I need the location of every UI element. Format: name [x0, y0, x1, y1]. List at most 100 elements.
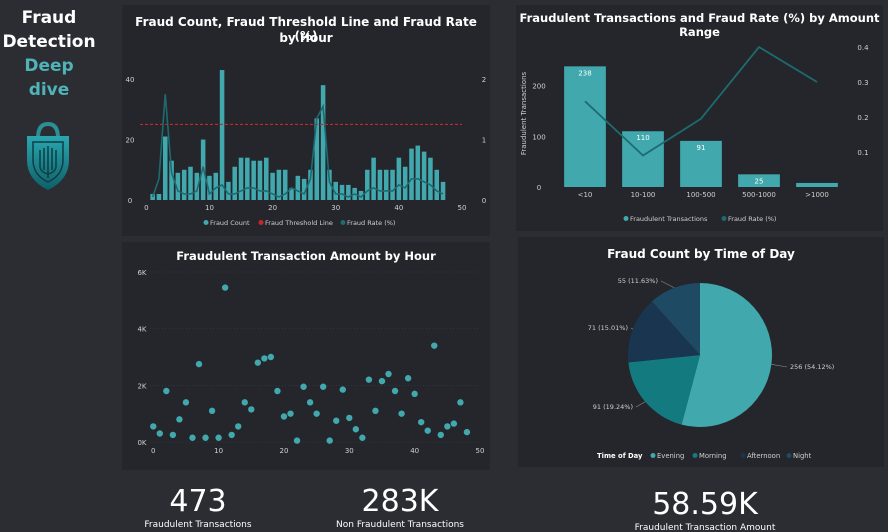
scatter-point [391, 387, 399, 395]
chart-title-line1: Fraud Count, Fraud Threshold Line and Fr… [135, 15, 477, 43]
chart-title-line2: by Hour [279, 31, 333, 45]
y-tick-label: 0 [128, 197, 132, 205]
fraud-count-bar [377, 169, 383, 200]
fraud-count-bar [402, 166, 408, 200]
y-tick-label: 4K [137, 326, 146, 334]
title-line-deep-dive: Deep dive [24, 56, 74, 100]
fraud-count-bar [320, 85, 326, 200]
fraud-count-bar [213, 172, 219, 200]
title-line-fraud: Fraud [21, 8, 77, 28]
fraud-count-bar [245, 157, 250, 200]
x-tick-label: 0 [151, 447, 155, 455]
legend-label: Afternoon [747, 452, 780, 460]
x-tick-label: 40 [410, 447, 419, 455]
legend-label: Morning [699, 452, 727, 460]
pie-data-label: 91 (19.24%) [593, 403, 633, 411]
scatter-point [378, 377, 386, 385]
amount-range-bar [738, 174, 780, 187]
kpi-label: Fraudulent Transaction Amount [634, 523, 776, 532]
x-tick-label: 30 [331, 204, 340, 212]
scatter-point [248, 406, 255, 413]
scatter-point [228, 431, 235, 439]
kpi-label: Fraudulent Transactions [144, 520, 252, 530]
x-tick-label: 100-500 [686, 191, 715, 199]
scatter-point [202, 434, 209, 441]
scatter-point [300, 383, 307, 390]
time-of-day-chart-title: Fraud Count by Time of Day [607, 247, 795, 261]
x-tick-label: 10 [214, 447, 223, 455]
kpi-value: 283K [361, 484, 439, 519]
y-tick-label: 0 [537, 184, 541, 192]
x-tick-label: 500-1000 [742, 191, 776, 199]
fraud-count-bar [175, 172, 181, 200]
pie-data-label: 55 (11.63%) [618, 277, 658, 285]
pie-data-label: 256 (54.12%) [790, 363, 834, 371]
amount-by-hour-card: Fraudulent Transaction Amount by Hour 0K… [122, 242, 490, 470]
fraud-count-bar [251, 160, 256, 200]
scatter-point [208, 407, 216, 415]
fraud-count-bar [383, 169, 389, 200]
bar-data-label: 91 [697, 144, 706, 152]
fraud-count-bar [162, 136, 168, 200]
fraud-count-bar [421, 151, 427, 200]
scatter-point [333, 417, 340, 424]
fraud-count-bar [409, 148, 414, 200]
pie-slice [651, 283, 700, 355]
kpi-non-fraudulent-transactions: 283K Non Fraudulent Transactions [310, 485, 490, 531]
scatter-point [359, 434, 366, 441]
fraud-count-bar [264, 157, 269, 200]
fraud-count-bar [333, 181, 338, 200]
time-of-day-card: Fraud Count by Time of Day 256 (54.12%) 9… [518, 237, 884, 467]
scatter-point [169, 431, 177, 439]
legend-label: Fraudulent Transactions [630, 215, 708, 223]
time-of-day-chart: 256 (54.12%) 91 (19.24%) 71 (15.01%) 55 (11… [588, 277, 835, 460]
scatter-point [261, 355, 268, 362]
y-axis-title: Fraudulent Transactions [520, 71, 528, 155]
scatter-point [319, 383, 327, 390]
y-tick-label: 100 [532, 133, 545, 141]
scatter-point [417, 418, 425, 426]
pie-leader-line [771, 364, 788, 368]
legend-marker [786, 453, 792, 458]
scatter-point [463, 428, 471, 436]
fraud-count-bar [257, 160, 263, 200]
kpi-value: 473 [169, 484, 227, 519]
scatter-point [235, 423, 242, 430]
amount-range-bar [680, 140, 722, 187]
kpi-label: Non Fraudulent Transactions [336, 520, 464, 530]
amount-range-bar [622, 131, 664, 187]
legend-marker [721, 216, 727, 221]
fraud-count-bar [207, 175, 212, 200]
y-tick-label: 0K [137, 439, 146, 447]
fraud-count-bar [289, 187, 294, 200]
scatter-point [293, 437, 301, 444]
y2-tick-label: 0.2 [857, 114, 868, 122]
y2-tick-label: 0 [482, 197, 486, 205]
fraud-count-by-hour-card: Fraud Count, Fraud Threshold Line and Fr… [122, 5, 490, 236]
fraud-count-bar [371, 157, 376, 200]
pie-leader-line [630, 327, 633, 330]
scatter-point [306, 399, 314, 406]
x-tick-label: 20 [279, 447, 288, 455]
scatter-point [385, 370, 392, 378]
fraud-count-bar [188, 166, 193, 200]
legend-label: Night [793, 452, 812, 460]
fraud-count-bar [327, 169, 332, 200]
x-tick-label: <10 [578, 191, 593, 199]
scatter-point [346, 414, 353, 422]
scatter-point [339, 386, 346, 393]
fraud-count-bar [238, 157, 244, 200]
scatter-point [221, 284, 229, 291]
x-tick-label: 0 [144, 204, 148, 212]
legend-marker [740, 453, 746, 458]
fraud-count-bar [295, 175, 301, 200]
scatter-point [457, 399, 464, 406]
legend-label: Fraud Rate (%) [347, 219, 395, 227]
kpi-value: 58.59K [652, 487, 758, 522]
y2-tick-label: 2 [482, 76, 486, 84]
pie-data-label: 71 (15.01%) [588, 324, 628, 332]
fraud-count-bar [232, 166, 237, 200]
scatter-point [326, 437, 333, 444]
report-title: Fraud Detection Deep dive [2, 6, 96, 102]
